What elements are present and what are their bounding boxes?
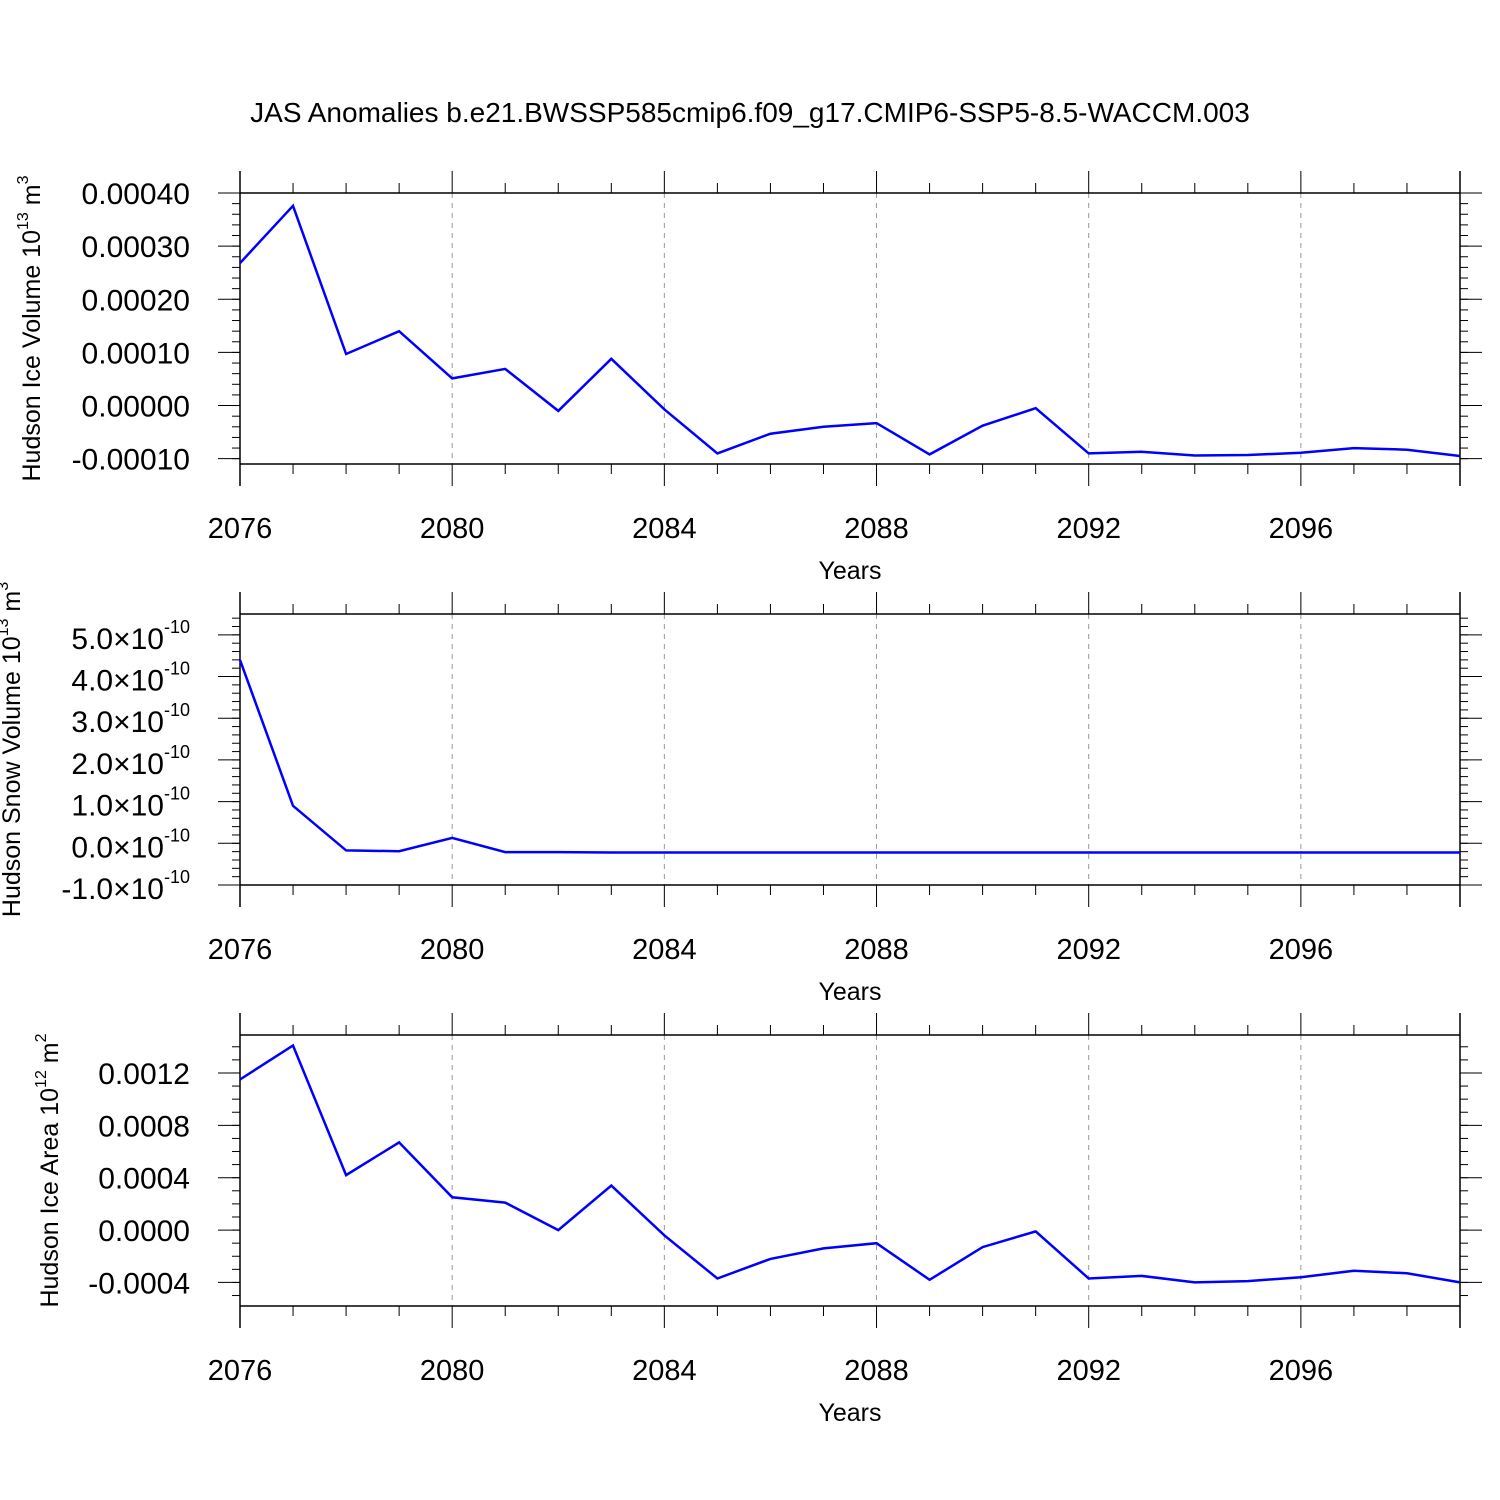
x-tick-label: 2080 xyxy=(420,934,485,966)
x-tick-label: 2088 xyxy=(844,1355,909,1387)
y-tick-label: 0.00030 xyxy=(82,231,190,264)
x-tick-label: 2084 xyxy=(632,1355,697,1387)
y-tick-label: 3.0×10-10 xyxy=(71,700,190,739)
series-line xyxy=(238,659,1460,854)
x-tick-label: 2080 xyxy=(420,1355,485,1387)
y-tick-label: 0.00020 xyxy=(82,284,190,317)
y-tick-label: 1.0×10-10 xyxy=(71,784,190,823)
y-tick-label: 2.0×10-10 xyxy=(71,742,190,781)
x-axis-label: Years xyxy=(818,978,881,1006)
y-tick-label: 5.0×10-10 xyxy=(71,617,190,656)
y-axis-label: Hudson Ice Area 1012 m2 xyxy=(33,1033,64,1307)
y-tick-label: 0.00000 xyxy=(82,391,190,424)
x-tick-label: 2092 xyxy=(1056,513,1121,545)
y-axis-label: Hudson Ice Volume 1013 m3 xyxy=(15,175,46,481)
series-line xyxy=(239,203,1461,458)
panel-snow-volume: 2076 2080 2084 2088 2092 2096 Years -1.0×10-100… xyxy=(0,582,1482,1006)
y-tick-label: 0.0004 xyxy=(98,1163,190,1196)
y-tick-label: -0.00010 xyxy=(72,444,190,477)
y-tick-label: -1.0×10-10 xyxy=(61,867,190,906)
y-tick-label: 0.0008 xyxy=(98,1110,190,1143)
y-tick-label: 0.00040 xyxy=(82,178,190,211)
x-tick-label: 2096 xyxy=(1269,934,1334,966)
y-tick-label: -0.0004 xyxy=(88,1267,190,1300)
x-tick-label: 2088 xyxy=(844,934,909,966)
x-tick-label: 2076 xyxy=(208,934,273,966)
panel-ice-area: 2076 2080 2084 2088 2092 2096 Years -0.0004 0.00… xyxy=(33,1013,1482,1427)
x-tick-label: 2076 xyxy=(208,513,273,545)
y-tick-label: 0.0012 xyxy=(98,1058,190,1091)
chart-title: JAS Anomalies b.e21.BWSSP585cmip6.f09_g1… xyxy=(250,97,1250,128)
x-tick-label: 2092 xyxy=(1056,1355,1121,1387)
y-tick-label: 4.0×10-10 xyxy=(71,659,190,698)
x-tick-label: 2080 xyxy=(420,513,485,545)
x-tick-label: 2088 xyxy=(844,513,909,545)
x-tick-label: 2076 xyxy=(208,1355,273,1387)
x-tick-label: 2096 xyxy=(1269,1355,1334,1387)
x-tick-label: 2096 xyxy=(1269,513,1334,545)
panel-ice-volume: 2076 2080 2084 2088 2092 2096 Years -0.00010 0.0… xyxy=(15,171,1482,585)
x-axis-label: Years xyxy=(818,557,881,585)
series-line xyxy=(239,1043,1461,1284)
y-tick-label: 0.0×10-10 xyxy=(71,825,190,864)
y-tick-label: 0.0000 xyxy=(98,1215,190,1248)
x-tick-label: 2084 xyxy=(632,513,697,545)
x-tick-label: 2084 xyxy=(632,934,697,966)
x-tick-label: 2092 xyxy=(1056,934,1121,966)
x-axis-label: Years xyxy=(818,1399,881,1427)
y-tick-label: 0.00010 xyxy=(82,337,190,370)
y-axis-label: Hudson Snow Volume 1013 m3 xyxy=(0,582,26,917)
